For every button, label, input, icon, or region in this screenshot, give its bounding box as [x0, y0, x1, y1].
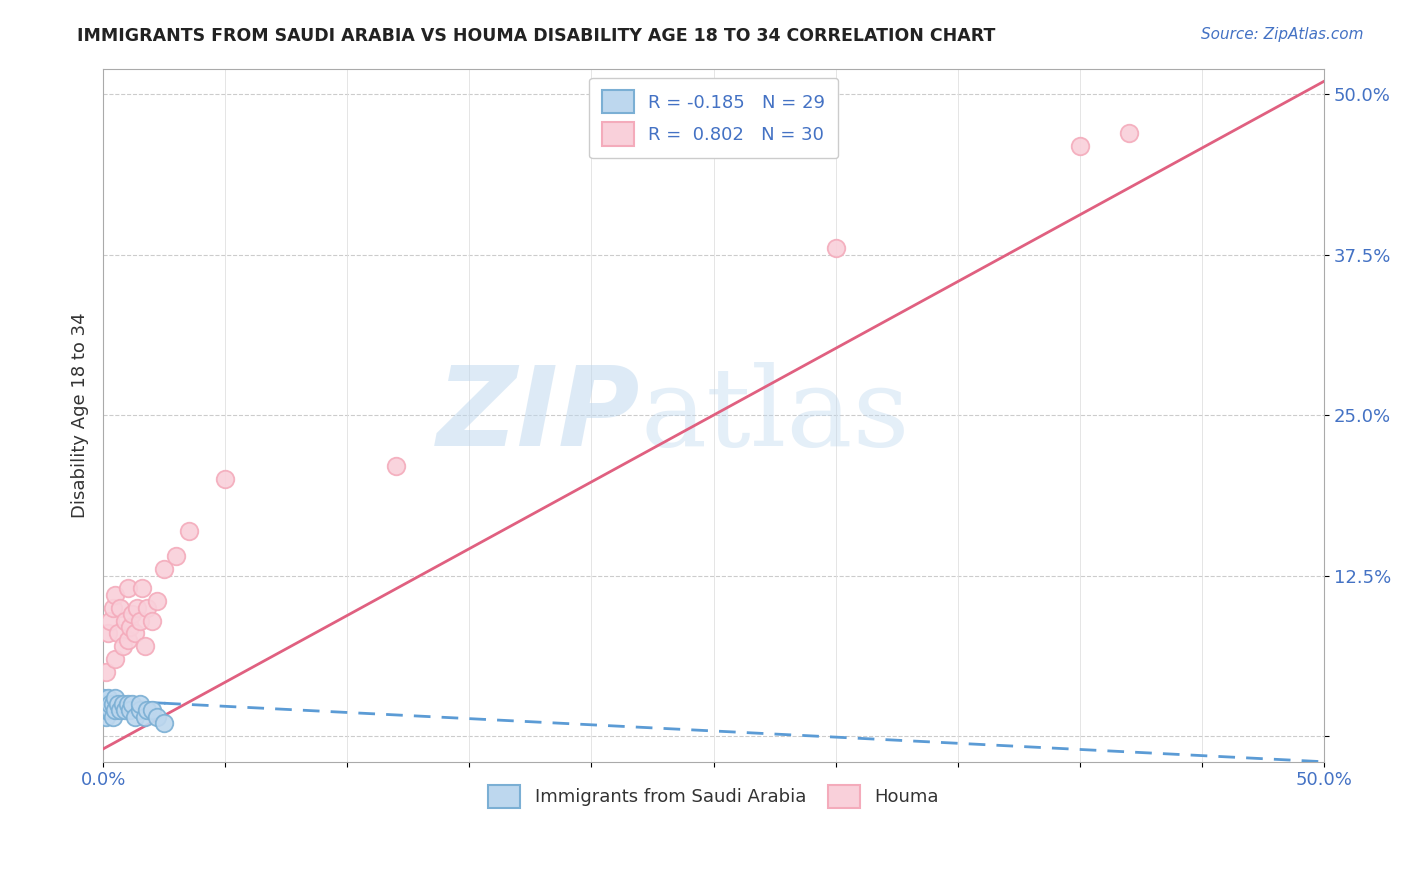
- Point: [110, 703, 132, 717]
- Point: [91, 690, 114, 705]
- Point: [153, 562, 176, 576]
- Point: [97, 690, 120, 705]
- Point: [136, 703, 159, 717]
- Point: [107, 697, 129, 711]
- Point: [127, 600, 149, 615]
- Text: atlas: atlas: [640, 361, 910, 468]
- Point: [121, 607, 143, 621]
- Point: [134, 639, 156, 653]
- Point: [128, 703, 150, 717]
- Point: [91, 703, 114, 717]
- Text: Source: ZipAtlas.com: Source: ZipAtlas.com: [1201, 27, 1364, 42]
- Point: [94, 665, 117, 679]
- Point: [97, 626, 120, 640]
- Point: [104, 588, 127, 602]
- Point: [97, 703, 120, 717]
- Text: ZIP: ZIP: [437, 361, 640, 468]
- Point: [141, 703, 163, 717]
- Point: [124, 626, 146, 640]
- Point: [111, 639, 134, 653]
- Point: [94, 703, 117, 717]
- Point: [141, 614, 163, 628]
- Point: [94, 697, 117, 711]
- Point: [146, 710, 169, 724]
- Point: [101, 697, 124, 711]
- Point: [100, 614, 122, 628]
- Point: [100, 697, 122, 711]
- Y-axis label: Disability Age 18 to 34: Disability Age 18 to 34: [72, 312, 89, 518]
- Point: [824, 241, 846, 255]
- Legend: Immigrants from Saudi Arabia, Houma: Immigrants from Saudi Arabia, Houma: [481, 778, 946, 815]
- Point: [104, 652, 127, 666]
- Point: [117, 632, 139, 647]
- Point: [100, 703, 122, 717]
- Point: [110, 600, 132, 615]
- Point: [385, 459, 408, 474]
- Point: [117, 697, 139, 711]
- Point: [1118, 126, 1140, 140]
- Point: [107, 626, 129, 640]
- Point: [104, 690, 127, 705]
- Point: [114, 614, 136, 628]
- Point: [121, 697, 143, 711]
- Point: [111, 697, 134, 711]
- Point: [136, 600, 159, 615]
- Point: [128, 697, 150, 711]
- Point: [118, 620, 141, 634]
- Point: [165, 549, 187, 564]
- Point: [124, 710, 146, 724]
- Point: [101, 710, 124, 724]
- Point: [104, 703, 127, 717]
- Point: [131, 582, 153, 596]
- Point: [134, 710, 156, 724]
- Text: IMMIGRANTS FROM SAUDI ARABIA VS HOUMA DISABILITY AGE 18 TO 34 CORRELATION CHART: IMMIGRANTS FROM SAUDI ARABIA VS HOUMA DI…: [77, 27, 995, 45]
- Point: [177, 524, 200, 538]
- Point: [1069, 138, 1091, 153]
- Point: [114, 703, 136, 717]
- Point: [214, 472, 236, 486]
- Point: [118, 703, 141, 717]
- Point: [146, 594, 169, 608]
- Point: [101, 600, 124, 615]
- Point: [94, 710, 117, 724]
- Point: [128, 614, 150, 628]
- Point: [153, 716, 176, 731]
- Point: [117, 582, 139, 596]
- Point: [91, 697, 114, 711]
